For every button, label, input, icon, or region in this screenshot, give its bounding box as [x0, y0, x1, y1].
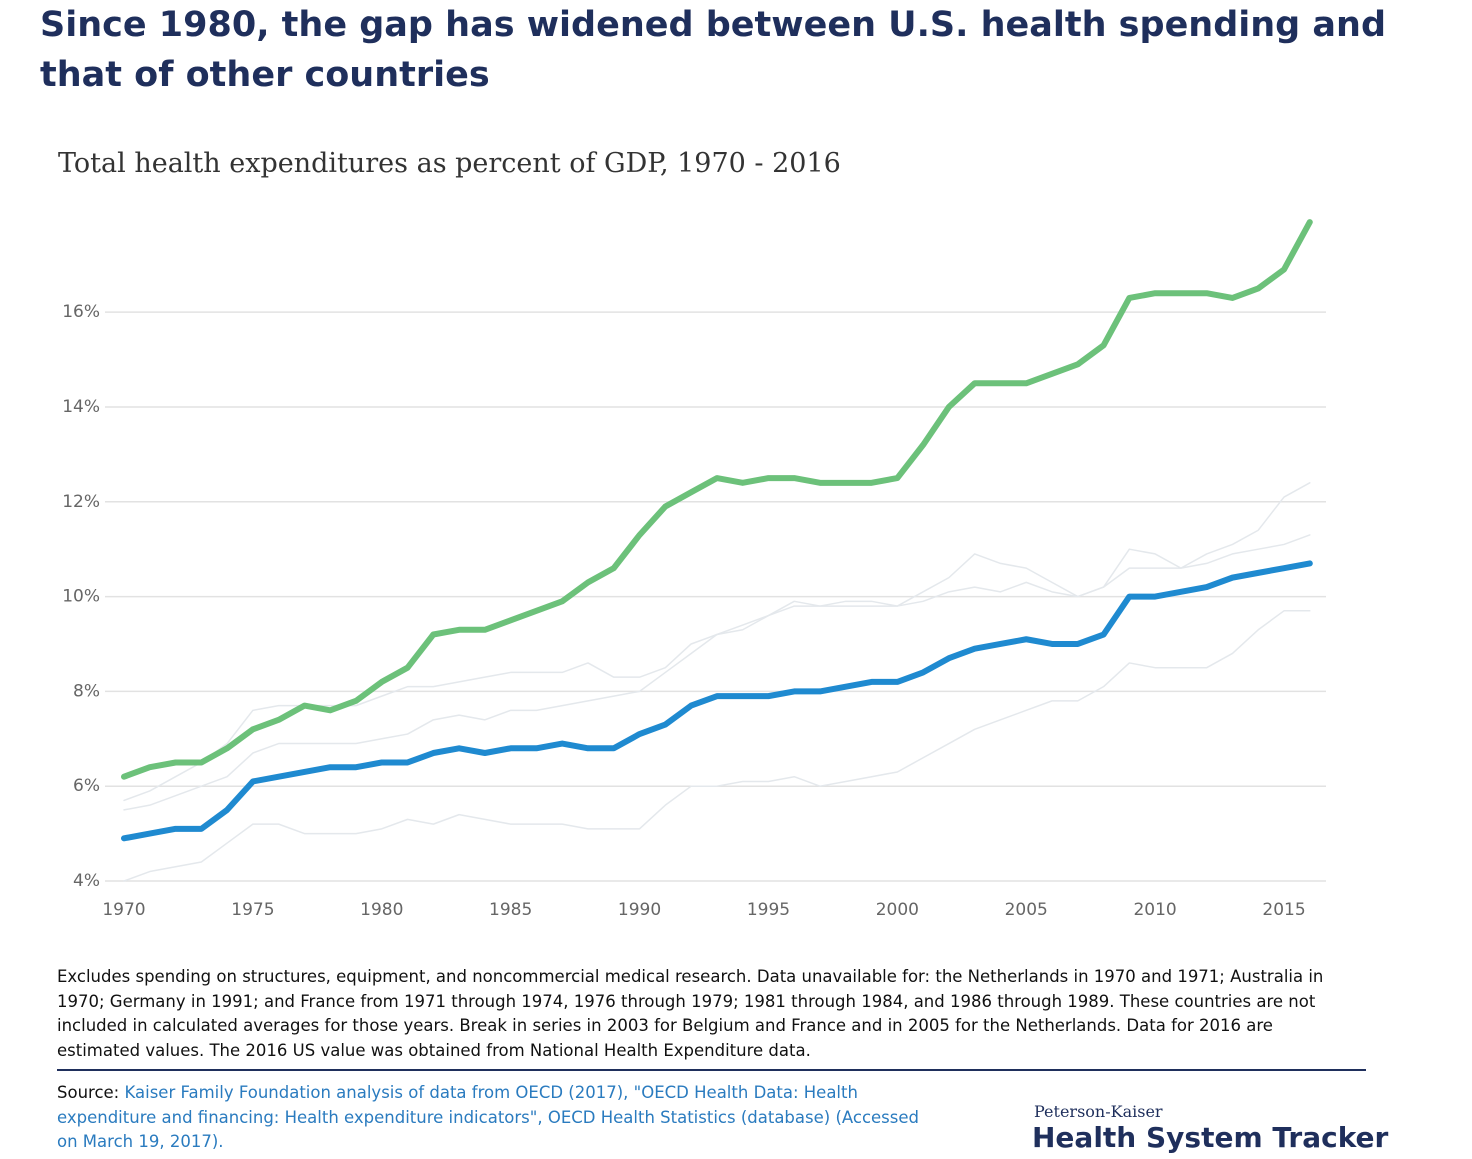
- source: Source: Kaiser Family Foundation analysi…: [57, 1081, 937, 1155]
- x-tick-label: 2000: [876, 900, 919, 920]
- y-tick-label: 16%: [62, 302, 100, 322]
- x-tick-label: 2010: [1133, 900, 1176, 920]
- series-line: [123, 534, 1311, 802]
- source-link[interactable]: Kaiser Family Foundation analysis of dat…: [57, 1083, 919, 1151]
- series-line: [121, 219, 1313, 780]
- x-tick-label: 1970: [102, 900, 145, 920]
- y-tick-label: 6%: [73, 776, 100, 796]
- x-tick-label: 1995: [747, 900, 790, 920]
- y-tick-label: 8%: [73, 681, 100, 701]
- chart: 4% 6% 8% 10% 12% 14% 16% 1970 1975 1980 1985 1990 19…: [62, 219, 1326, 920]
- x-tick-label: 1980: [360, 900, 403, 920]
- footnote: Excludes spending on structures, equipme…: [57, 967, 1324, 1060]
- y-tick-label: 14%: [62, 397, 100, 417]
- source-label: Source:: [57, 1083, 120, 1102]
- brand-small: Peterson-Kaiser: [1034, 1102, 1163, 1121]
- series-line: [123, 482, 1311, 811]
- y-tick-label: 10%: [62, 587, 100, 607]
- brand-big: Health System Tracker: [1032, 1121, 1389, 1154]
- x-tick-label: 1975: [231, 900, 274, 920]
- x-tick-label: 2005: [1005, 900, 1048, 920]
- x-tick-label: 2015: [1262, 900, 1305, 920]
- x-tick-label: 1985: [489, 900, 532, 920]
- divider: [57, 1069, 1366, 1071]
- series-line: [123, 610, 1311, 882]
- chart-subtitle: Total health expenditures as percent of …: [58, 148, 841, 179]
- x-tick-label: 1990: [618, 900, 661, 920]
- chart-title: Since 1980, the gap has widened between …: [40, 5, 1387, 95]
- y-tick-label: 4%: [73, 871, 100, 891]
- y-tick-label: 12%: [62, 492, 100, 512]
- series-line: [121, 560, 1313, 842]
